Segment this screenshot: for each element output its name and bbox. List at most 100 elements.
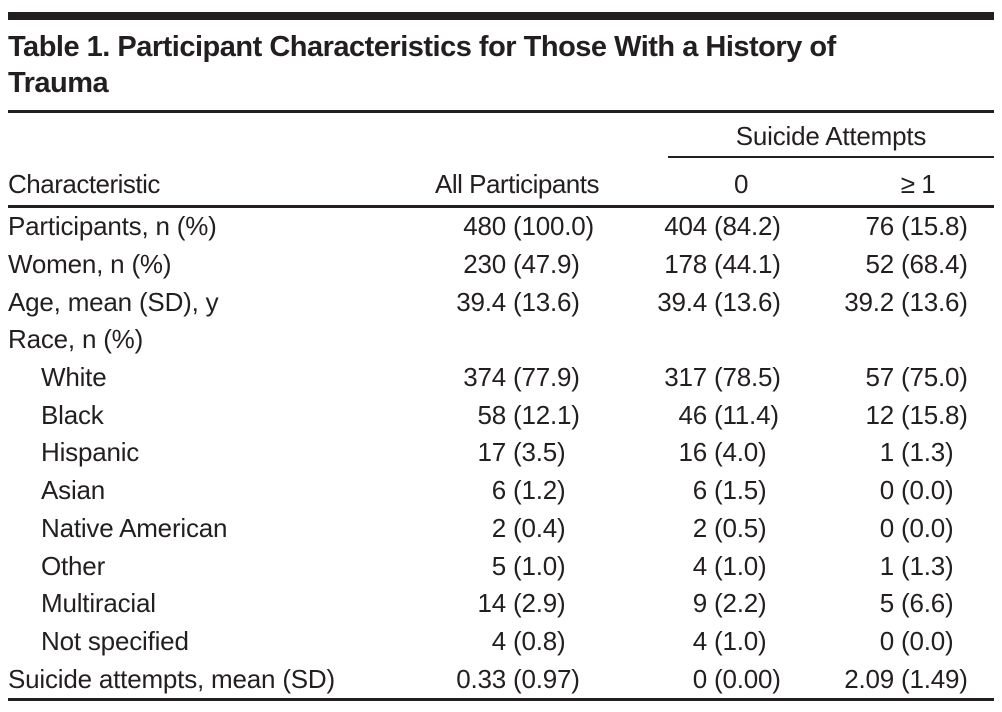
count-value: 4 (692, 550, 707, 581)
percent-value: (0.97) (513, 663, 580, 694)
table-row: Not specified 4 (0.8) 4 (1.0) 0 (0.0) (8, 623, 994, 661)
count-value: 6 (491, 475, 506, 506)
table-row: Hispanic 17 (3.5) 16 (4.0) 1 (1.3) (8, 434, 994, 472)
row-label: Black (41, 399, 104, 430)
count-value: 230 (463, 249, 506, 280)
percent-value: (68.4) (901, 249, 968, 280)
percent-value: (3.5) (513, 437, 566, 468)
table-cell: 4 (1.0) (630, 551, 810, 582)
percent-value: (1.49) (901, 663, 968, 694)
percent-value: (2.9) (513, 588, 566, 619)
table-row: White 374 (77.9) 317 (78.5) 57 (75.0) (8, 359, 994, 397)
count-value: 5 (491, 550, 506, 581)
table-cell: 5 (6.6) (810, 588, 994, 619)
percent-value: (6.6) (901, 588, 954, 619)
table-cell: 46 (11.4) (630, 400, 810, 431)
percent-value: (2.2) (714, 588, 767, 619)
percent-value: (15.8) (901, 211, 968, 242)
percent-value: (13.6) (513, 286, 580, 317)
table-cell: 4 (1.0) (630, 626, 810, 657)
percent-value: (0.4) (513, 512, 566, 543)
row-label: Other (41, 550, 106, 581)
count-value: 317 (664, 362, 707, 393)
count-value: 52 (865, 249, 894, 280)
percent-value: (1.0) (714, 550, 767, 581)
percent-value: (47.9) (513, 249, 580, 280)
table-cell: 16 (4.0) (630, 437, 810, 468)
count-value: 404 (664, 211, 707, 242)
row-label: Women, n (%) (8, 249, 172, 280)
percent-value: (13.6) (901, 286, 968, 317)
table-cell: 0 (0.0) (810, 475, 994, 506)
count-value: 4 (692, 625, 707, 656)
percent-value: (0.0) (901, 475, 954, 506)
table-cell: 0 (0.00) (630, 664, 810, 695)
table-row: Women, n (%) 230 (47.9) 178 (44.1) 52 (68.4… (8, 246, 994, 284)
spanner-header: Suicide Attempts (668, 113, 994, 158)
row-label: Age, mean (SD), y (8, 286, 219, 317)
percent-value: (100.0) (513, 211, 594, 242)
row-label: Not specified (41, 625, 189, 656)
table-row: Suicide attempts, mean (SD) 0.33 (0.97) 0… (8, 660, 994, 698)
percent-value: (1.3) (901, 550, 954, 581)
count-value: 178 (664, 249, 707, 280)
percent-value: (84.2) (714, 211, 781, 242)
percent-value: (75.0) (901, 362, 968, 393)
table-row: Black 58 (12.1) 46 (11.4) 12 (15.8) (8, 396, 994, 434)
count-value: 0 (692, 663, 707, 694)
count-value: 0 (879, 475, 894, 506)
count-value: 57 (865, 362, 894, 393)
table-row: Native American 2 (0.4) 2 (0.5) 0 (0.0) (8, 510, 994, 548)
count-value: 480 (463, 211, 506, 242)
table-cell: 404 (84.2) (630, 211, 810, 242)
table-row: Asian 6 (1.2) 6 (1.5) 0 (0.0) (8, 472, 994, 510)
table-body: Participants, n (%) 480 (100.0) 404 (84.2)… (8, 208, 994, 698)
spanner-label: Suicide Attempts (735, 121, 927, 151)
count-value: 39.4 (456, 286, 506, 317)
table-cell: 17 (3.5) (420, 437, 630, 468)
row-label: Multiracial (41, 588, 156, 619)
row-label: Hispanic (41, 437, 140, 468)
row-label: Race, n (%) (8, 324, 144, 355)
table-cell: 14 (2.9) (420, 588, 630, 619)
table-cell: 9 (2.2) (630, 588, 810, 619)
row-label: White (41, 362, 107, 393)
count-value: 2 (491, 512, 506, 543)
count-value: 76 (865, 211, 894, 242)
percent-value: (1.2) (513, 475, 566, 506)
table-cell: 4 (0.8) (420, 626, 630, 657)
count-value: 0.33 (456, 663, 506, 694)
table-cell: 0.33 (0.97) (420, 664, 630, 695)
percent-value: (44.1) (714, 249, 781, 280)
spanner-rule (668, 156, 994, 158)
table-row: Multiracial 14 (2.9) 9 (2.2) 5 (6.6) (8, 585, 994, 623)
percent-value: (1.0) (714, 625, 767, 656)
table-cell: 39.4 (13.6) (630, 287, 810, 318)
table-cell: 58 (12.1) (420, 400, 630, 431)
table-cell: 1 (1.3) (810, 437, 994, 468)
percent-value: (78.5) (714, 362, 781, 393)
column-header-characteristic: Characteristic (8, 169, 160, 199)
table-cell: 178 (44.1) (630, 249, 810, 280)
column-header-all-participants: All Participants (435, 169, 599, 199)
count-value: 2.09 (844, 663, 894, 694)
count-value: 0 (879, 625, 894, 656)
count-value: 1 (879, 437, 894, 468)
table-cell: 2.09 (1.49) (810, 664, 994, 695)
percent-value: (12.1) (513, 399, 580, 430)
row-label: Suicide attempts, mean (SD) (8, 663, 335, 694)
percent-value: (0.0) (901, 512, 954, 543)
percent-value: (1.5) (714, 475, 767, 506)
count-value: 58 (477, 399, 506, 430)
table-cell: 2 (0.5) (630, 513, 810, 544)
column-header-zero-attempts: 0 (734, 169, 748, 199)
table-cell: 480 (100.0) (420, 211, 630, 242)
top-rule (8, 12, 994, 20)
count-value: 4 (491, 625, 506, 656)
percent-value: (1.0) (513, 550, 566, 581)
table-cell: 0 (0.0) (810, 626, 994, 657)
table-cell: 76 (15.8) (810, 211, 994, 242)
percent-value: (0.00) (714, 663, 781, 694)
count-value: 46 (678, 399, 707, 430)
